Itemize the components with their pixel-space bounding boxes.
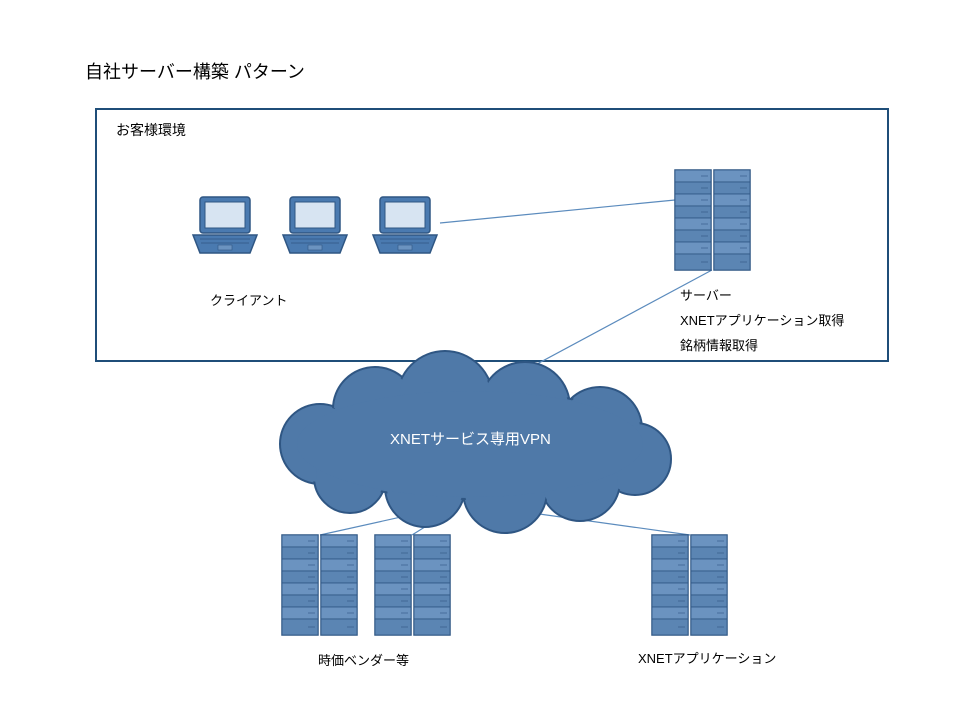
server-icon [652,535,727,635]
server-icon [282,535,357,635]
xnet-app-label: XNETアプリケーション [638,648,776,667]
vendor-label: 時価ベンダー等 [318,650,409,669]
server-icon [375,535,450,635]
server-label: サーバー [680,285,732,304]
cloud-label: XNETサービス専用VPN [390,428,551,449]
client-label: クライアント [210,290,287,309]
edge-cloud-vendor1 [320,505,455,535]
edge-cloud-vendor2 [412,505,460,535]
customer-environment-label: お客様環境 [116,120,186,140]
page-title: 自社サーバー構築 パターン [85,58,305,84]
server-label-2: XNETアプリケーション取得 [680,310,844,329]
edge-cloud-xnet [475,505,690,535]
server-label-3: 銘柄情報取得 [680,335,758,354]
